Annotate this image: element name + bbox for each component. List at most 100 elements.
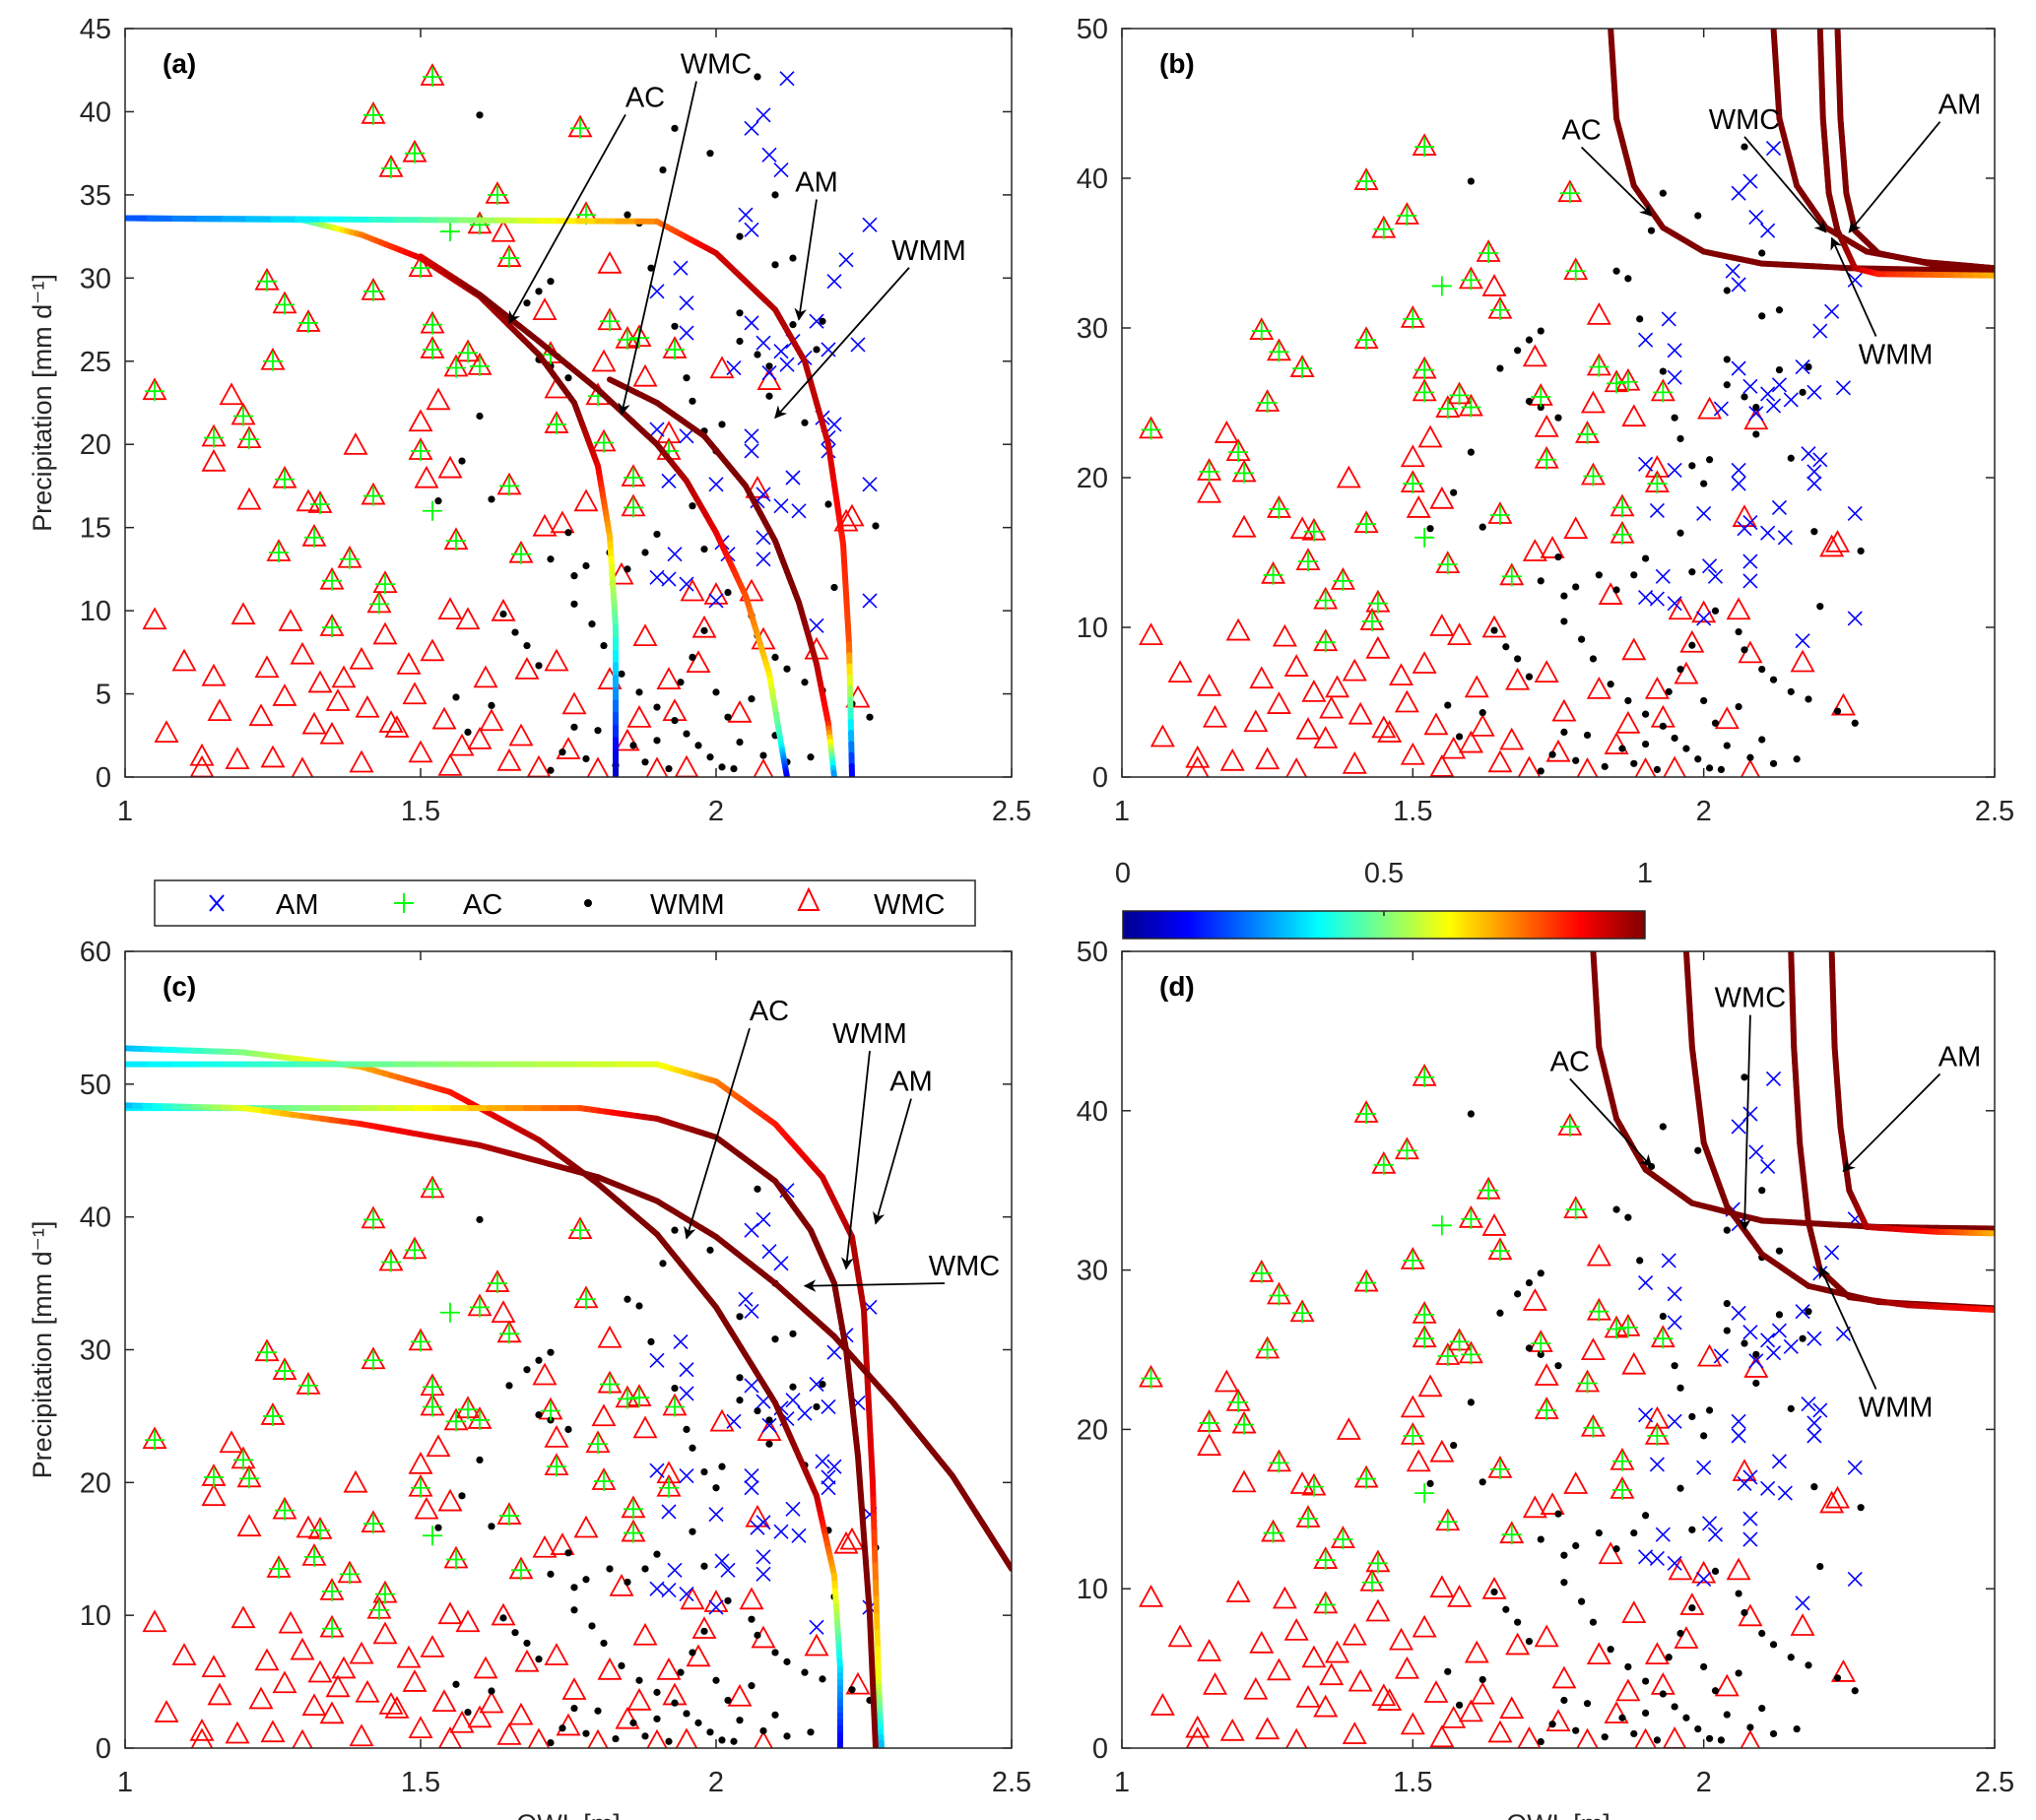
am-point (1667, 462, 1682, 478)
annotation-am: AM (1842, 1041, 1981, 1173)
wmc-point (1505, 1632, 1531, 1656)
wmm-point (830, 583, 838, 592)
wmm-point (1630, 1528, 1638, 1537)
wmm-point (866, 713, 874, 721)
wmc-point (437, 752, 463, 776)
wmm-point (1583, 731, 1592, 740)
wmm-point (819, 1675, 826, 1683)
wmc-point (508, 1702, 534, 1725)
wmc-point (1830, 692, 1856, 716)
wmc-point (839, 503, 865, 527)
wmm-point (789, 1383, 797, 1391)
am-point (826, 1344, 842, 1360)
x-tick-label: 2 (1696, 1767, 1712, 1798)
ac-point (1315, 1550, 1336, 1571)
ac-point (1199, 1412, 1219, 1433)
am-point (679, 295, 694, 311)
wmc-point (1423, 712, 1449, 736)
wmm-point (1653, 1736, 1662, 1744)
wmc-point (1249, 666, 1275, 689)
ac-point (1501, 1525, 1522, 1545)
wmc-point (1726, 597, 1751, 620)
ac-point (1414, 1483, 1435, 1504)
ac-point (423, 1179, 442, 1200)
wmm-point (1612, 267, 1620, 275)
wmc-point (1400, 1712, 1425, 1735)
wmc-point (408, 1451, 433, 1474)
wmm-point (718, 421, 726, 428)
wmm-point (547, 1348, 555, 1356)
ac-point (1617, 371, 1638, 392)
ac-point (1531, 1333, 1551, 1354)
wmm-point (594, 1707, 602, 1715)
wmc-point (473, 665, 498, 688)
ac-point (499, 1324, 519, 1344)
wmm-point (1676, 1384, 1684, 1392)
ac-point (1414, 527, 1435, 548)
wmc-point (1819, 1490, 1845, 1514)
wmm-point (1554, 1362, 1562, 1370)
am-point (1835, 380, 1851, 396)
wmm-point (819, 1380, 826, 1389)
wmm-point (1688, 641, 1696, 649)
wmc-point (473, 1656, 498, 1679)
ac-point (594, 1470, 614, 1491)
wmm-point (1810, 528, 1818, 536)
ac-point (257, 1342, 277, 1363)
am-point (649, 422, 665, 437)
ac-point (204, 427, 224, 448)
am-point (755, 1549, 771, 1565)
am-point (785, 1393, 801, 1408)
y-axis-label: Precipitation [mm d⁻¹] (28, 274, 57, 532)
annotation-label: WMC (1715, 983, 1786, 1014)
wmc-point (402, 682, 427, 705)
am-point (679, 325, 694, 341)
wmc-point (632, 623, 658, 647)
annotation-label: AC (750, 996, 789, 1027)
plot-area (1122, 29, 1995, 777)
wmm-point (1450, 1441, 1458, 1450)
am-point (1765, 141, 1782, 157)
wmm-point (458, 457, 466, 465)
am-point (1649, 502, 1665, 519)
am-point (1737, 521, 1752, 537)
wmm-point (1851, 1687, 1859, 1695)
ac-point (1489, 505, 1510, 525)
ac-point (363, 281, 383, 301)
annotation-ac: AC (508, 82, 665, 325)
wmc-point (1167, 660, 1193, 683)
wmc-point (1371, 715, 1397, 739)
wmc-point (230, 602, 256, 625)
wmm-point (1694, 755, 1702, 763)
wmm-point (1671, 1703, 1678, 1711)
am-point (1748, 1353, 1764, 1369)
wmm-point (677, 679, 685, 686)
wmm-point (712, 1484, 720, 1492)
am-point (1801, 1396, 1816, 1412)
am-point (673, 1333, 689, 1349)
wmc-point (171, 1643, 197, 1665)
wmc-point (491, 219, 516, 242)
curve-wmc (125, 1102, 1012, 1572)
wmc-point (1412, 1614, 1437, 1638)
wmm-point (813, 1402, 821, 1411)
wmc-point (1714, 706, 1740, 730)
wmm-point (1676, 529, 1684, 537)
wmm-point (1711, 1687, 1720, 1695)
wmc-point (1598, 1541, 1623, 1565)
wmc-point (1139, 622, 1164, 646)
wmc-point (591, 1403, 617, 1427)
wmc-point (201, 448, 227, 472)
wmm-point (629, 742, 637, 749)
wmc-point (1499, 1696, 1525, 1720)
wmm-point (1671, 1362, 1678, 1370)
curve-wmm (1816, 29, 1995, 279)
am-point (1742, 1531, 1758, 1547)
wmm-point (647, 264, 655, 272)
wmm-point (1810, 1483, 1818, 1491)
am-point (661, 1582, 677, 1598)
wmm-point (434, 497, 442, 505)
wmc-point (296, 1515, 321, 1538)
wmm-point (488, 495, 495, 503)
wmc-point (426, 387, 451, 411)
